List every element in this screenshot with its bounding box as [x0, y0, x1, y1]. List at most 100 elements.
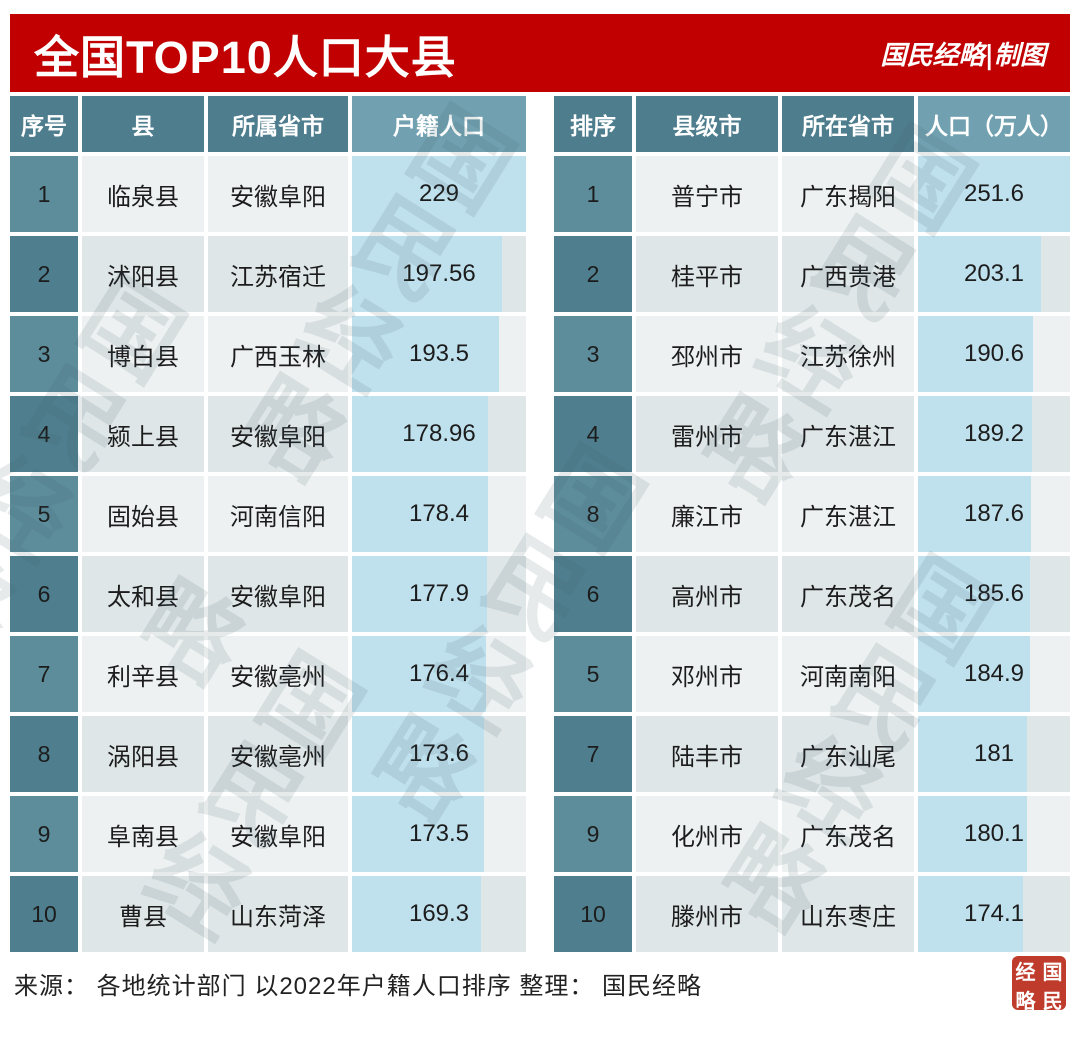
- rank-cell: 7: [10, 636, 78, 712]
- rank-cell: 6: [10, 556, 78, 632]
- rank-cell: 2: [554, 236, 632, 312]
- title-bar: 全国TOP10人口大县 国民经略|制图: [10, 14, 1070, 92]
- population-value: 173.5: [408, 820, 470, 847]
- name-cell: 博白县: [82, 316, 204, 392]
- province-cell: 河南信阳: [208, 476, 348, 552]
- province-cell: 山东枣庄: [782, 876, 914, 952]
- province-cell: 安徽亳州: [208, 716, 348, 792]
- name-cell: 化州市: [636, 796, 778, 872]
- population-value: 203.1: [963, 260, 1025, 287]
- population-value: 178.4: [408, 500, 470, 527]
- population-value: 229: [418, 180, 460, 207]
- population-cell: 174.1: [918, 876, 1070, 952]
- province-cell: 广东汕尾: [782, 716, 914, 792]
- province-cell: 广西贵港: [782, 236, 914, 312]
- seal-char: 民: [1042, 989, 1063, 1013]
- rank-cell: 8: [554, 476, 632, 552]
- population-bar: [352, 556, 488, 632]
- column-header: 县级市: [636, 96, 778, 152]
- population-bar: [352, 236, 503, 312]
- population-cell: 177.9: [352, 556, 526, 632]
- population-cell: 184.9: [918, 636, 1070, 712]
- name-cell: 临泉县: [82, 156, 204, 232]
- population-cell: 190.6: [918, 316, 1070, 392]
- province-cell: 安徽阜阳: [208, 556, 348, 632]
- name-cell: 雷州市: [636, 396, 778, 472]
- population-cell: 173.6: [352, 716, 526, 792]
- population-value: 251.6: [963, 180, 1025, 207]
- page-title: 全国TOP10人口大县: [34, 31, 457, 83]
- name-cell: 曹县: [82, 876, 204, 952]
- name-cell: 沭阳县: [82, 236, 204, 312]
- population-bar: [352, 156, 526, 232]
- population-value: 173.6: [408, 740, 470, 767]
- left-table-counties: 序号县所属省市 户籍人口 1 临泉县 安徽阜阳 229 2 沭阳县 江苏宿迁 197.56 3 博白县…: [10, 96, 526, 952]
- population-cell: 193.5: [352, 316, 526, 392]
- population-cell: 187.6: [918, 476, 1070, 552]
- population-bar: [918, 716, 1028, 792]
- population-cell: 181: [918, 716, 1070, 792]
- population-cell: 169.3: [352, 876, 526, 952]
- population-value: 177.9: [408, 580, 470, 607]
- population-value: 187.6: [963, 500, 1025, 527]
- credit-label: 国民经略|制图: [880, 40, 1046, 71]
- population-bar: [918, 876, 1024, 952]
- population-value: 197.56: [402, 260, 476, 287]
- rank-cell: 4: [10, 396, 78, 472]
- population-value: 176.4: [408, 660, 470, 687]
- population-bar: [918, 236, 1041, 312]
- population-value: 178.96: [402, 420, 476, 447]
- column-header: 县: [82, 96, 204, 152]
- population-bar: [918, 316, 1034, 392]
- name-cell: 高州市: [636, 556, 778, 632]
- tables-container: 序号县所属省市 户籍人口 1 临泉县 安徽阜阳 229 2 沭阳县 江苏宿迁 197.56 3 博白县…: [10, 96, 1070, 952]
- province-cell: 安徽阜阳: [208, 796, 348, 872]
- name-cell: 颍上县: [82, 396, 204, 472]
- province-cell: 广东湛江: [782, 396, 914, 472]
- column-header: 所属省市: [208, 96, 348, 152]
- province-cell: 安徽亳州: [208, 636, 348, 712]
- population-value: 181: [973, 740, 1015, 767]
- rank-cell: 10: [554, 876, 632, 952]
- column-header: 排序: [554, 96, 632, 152]
- rank-cell: 9: [10, 796, 78, 872]
- province-cell: 江苏宿迁: [208, 236, 348, 312]
- rank-cell: 5: [554, 636, 632, 712]
- name-cell: 廉江市: [636, 476, 778, 552]
- population-cell: 197.56: [352, 236, 526, 312]
- name-cell: 桂平市: [636, 236, 778, 312]
- seal-char: 国: [1042, 960, 1063, 984]
- infographic-canvas: 全国TOP10人口大县 国民经略|制图 序号县所属省市 户籍人口 1 临泉县 安徽阜阳 2…: [0, 14, 1070, 1013]
- population-cell: 203.1: [918, 236, 1070, 312]
- rank-cell: 5: [10, 476, 78, 552]
- province-cell: 广东揭阳: [782, 156, 914, 232]
- footer: 来源： 各地统计部门 以2022年户籍人口排序 整理： 国民经略 经 国 略 民: [14, 956, 1066, 1013]
- rank-cell: 10: [10, 876, 78, 952]
- province-cell: 江苏徐州: [782, 316, 914, 392]
- name-cell: 陆丰市: [636, 716, 778, 792]
- rank-cell: 3: [10, 316, 78, 392]
- population-value: 169.3: [408, 900, 470, 927]
- name-cell: 利辛县: [82, 636, 204, 712]
- population-bar: [352, 796, 484, 872]
- population-cell: 229: [352, 156, 526, 232]
- rank-cell: 2: [10, 236, 78, 312]
- province-cell: 广东茂名: [782, 796, 914, 872]
- name-cell: 阜南县: [82, 796, 204, 872]
- rank-cell: 6: [554, 556, 632, 632]
- name-cell: 邓州市: [636, 636, 778, 712]
- population-cell: 180.1: [918, 796, 1070, 872]
- population-bar: [352, 316, 500, 392]
- population-bar: [352, 476, 488, 552]
- population-cell: 178.4: [352, 476, 526, 552]
- seal-char: 略: [1015, 989, 1036, 1013]
- name-cell: 滕州市: [636, 876, 778, 952]
- population-value: 180.1: [963, 820, 1025, 847]
- rank-cell: 4: [554, 396, 632, 472]
- rank-cell: 8: [10, 716, 78, 792]
- population-cell: 176.4: [352, 636, 526, 712]
- brand-seal: 经 国 略 民: [1012, 956, 1066, 1013]
- population-value: 190.6: [963, 340, 1025, 367]
- population-bar: [918, 396, 1033, 472]
- column-header: 所在省市: [782, 96, 914, 152]
